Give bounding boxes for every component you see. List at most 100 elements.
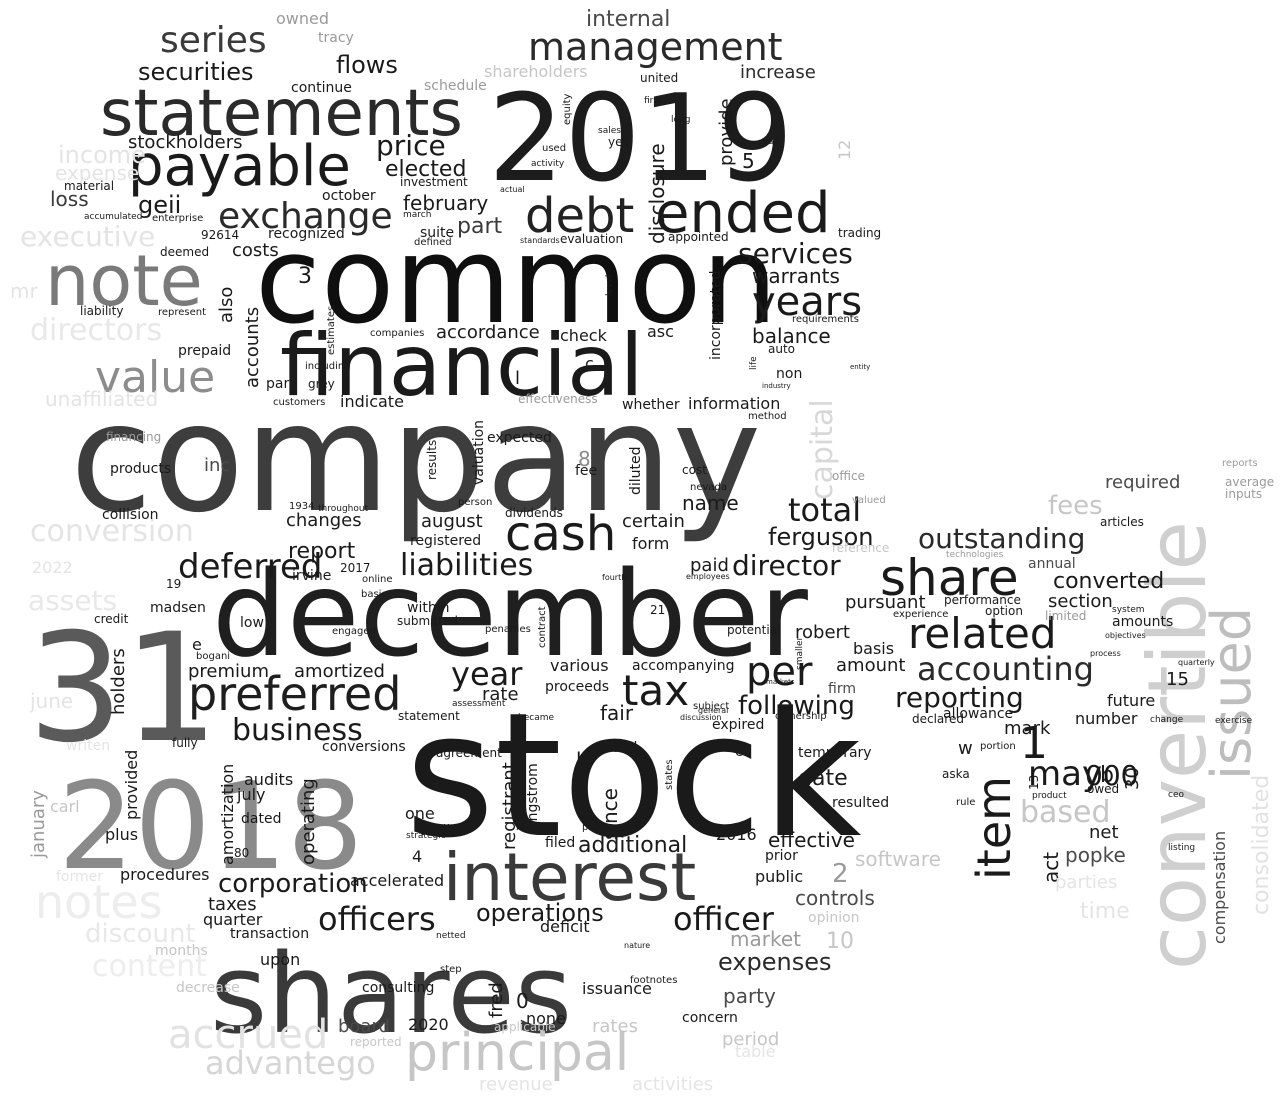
word-level: level <box>605 275 615 296</box>
word-quarter: quarter <box>203 910 263 929</box>
word-expenses: expenses <box>718 948 832 976</box>
word-8: 8 <box>578 447 591 471</box>
word-throughout: throughout <box>318 504 369 514</box>
word-officers: officers <box>318 900 436 938</box>
word-rates: rates <box>592 1016 638 1037</box>
word-consulting: consulting <box>362 980 434 996</box>
word-engstrom: engstrom <box>525 763 541 830</box>
word-registered: registered <box>410 533 481 549</box>
word-board: board <box>338 1016 390 1037</box>
word-diluted: diluted <box>628 446 644 495</box>
word-exercise: exercise <box>1215 716 1253 726</box>
word-smaller: smaller <box>795 636 805 670</box>
word-became: became <box>518 713 554 723</box>
word-market: market <box>730 927 801 951</box>
word-rule: rule <box>956 797 975 808</box>
word-2020: 2020 <box>408 1015 449 1034</box>
word-audits: audits <box>244 770 293 789</box>
word-markets: markets <box>766 678 795 686</box>
word-future: future <box>1107 691 1155 710</box>
word-change: change <box>1150 715 1184 725</box>
word-convertible: convertible <box>1131 521 1224 970</box>
word-per: per <box>746 649 813 695</box>
word-expense: expense <box>55 161 139 185</box>
word-companies: companies <box>370 328 424 339</box>
word-yes: yes <box>608 135 629 149</box>
word-agreement: agreement <box>436 746 502 760</box>
word-year: year <box>451 655 523 693</box>
word-employees: employees <box>686 572 730 581</box>
word-united: united <box>640 71 678 85</box>
word-information: information <box>688 394 780 413</box>
word-ended: ended <box>655 181 831 246</box>
word-e: e <box>192 635 202 654</box>
word-loss: loss <box>50 187 89 211</box>
word-principal: principal <box>405 1023 629 1083</box>
word-plus: plus <box>105 825 138 844</box>
word-operating: operating <box>298 778 319 865</box>
word-amounts: amounts <box>1112 614 1173 630</box>
word-15: 15 <box>1166 669 1189 690</box>
word-income: income <box>58 141 146 169</box>
word-mr: mr <box>10 279 38 303</box>
word-period: period <box>722 1029 779 1050</box>
word-opinion: opinion <box>808 910 860 926</box>
word-proceeds: proceeds <box>545 679 609 695</box>
word-ceo: ceo <box>1168 790 1184 800</box>
word-submitted: submitted <box>397 614 458 628</box>
word-shares: shares <box>210 930 572 1058</box>
word-strategic: strategic <box>406 831 446 841</box>
word-dated: dated <box>241 811 281 827</box>
word-value: value <box>95 352 215 403</box>
word-irvine: irvine <box>292 568 331 584</box>
word-conversions: conversions <box>322 739 406 755</box>
word-credit: credit <box>94 612 129 626</box>
word-contract: contract <box>537 606 548 648</box>
word-shareholders: shareholders <box>484 62 588 81</box>
word-disclosure: disclosure <box>645 143 669 244</box>
word-articles: articles <box>1100 515 1144 529</box>
word-deferred: deferred <box>178 547 323 587</box>
word-fees: fees <box>1048 491 1103 521</box>
word-none: none <box>526 1009 566 1028</box>
word-business: business <box>232 713 363 748</box>
word-92614: 92614 <box>201 228 239 242</box>
word-aska: aska <box>942 767 970 781</box>
word-operations: operations <box>476 899 604 927</box>
word-2018: 2018 <box>58 758 363 897</box>
word-costs: costs <box>232 240 279 261</box>
word-80: 80 <box>234 846 249 860</box>
word-june: june <box>29 689 73 713</box>
word-product: product <box>1032 791 1067 801</box>
word-13: 13 <box>1027 775 1041 790</box>
word-2: 2 <box>832 859 849 889</box>
word-appointed: appointed <box>668 230 729 244</box>
word-basic: basic <box>361 589 387 600</box>
word-non: non <box>776 366 802 382</box>
word-time: time <box>1080 899 1130 924</box>
word-ownership: ownership <box>775 711 827 722</box>
word-accounting: accounting <box>917 650 1094 688</box>
word-resulted: resulted <box>832 795 889 811</box>
word-amortization: amortization <box>218 764 237 865</box>
word-recognized: recognized <box>268 226 345 242</box>
word-potential: potential <box>727 623 780 637</box>
word-warrants: warrants <box>752 264 840 288</box>
word-31: 31 <box>28 602 219 776</box>
word-stock: stock <box>405 675 862 876</box>
word-february: february <box>403 191 488 215</box>
word-december: december <box>212 545 808 683</box>
word-fair: fair <box>600 701 634 725</box>
word-method: method <box>748 411 787 422</box>
word-1934: 1934 <box>289 501 314 512</box>
word-effective: effective <box>768 828 855 852</box>
word-k: k <box>576 748 588 772</box>
word-dividends: dividends <box>505 506 563 520</box>
word-low: low <box>240 615 264 631</box>
word-objectives: objectives <box>1105 631 1146 640</box>
word-quarterly: quarterly <box>1178 658 1215 667</box>
word-ca: ca <box>735 744 751 760</box>
word-changes: changes <box>286 510 362 531</box>
word-madsen: madsen <box>150 600 206 616</box>
word-including: including <box>305 361 351 372</box>
